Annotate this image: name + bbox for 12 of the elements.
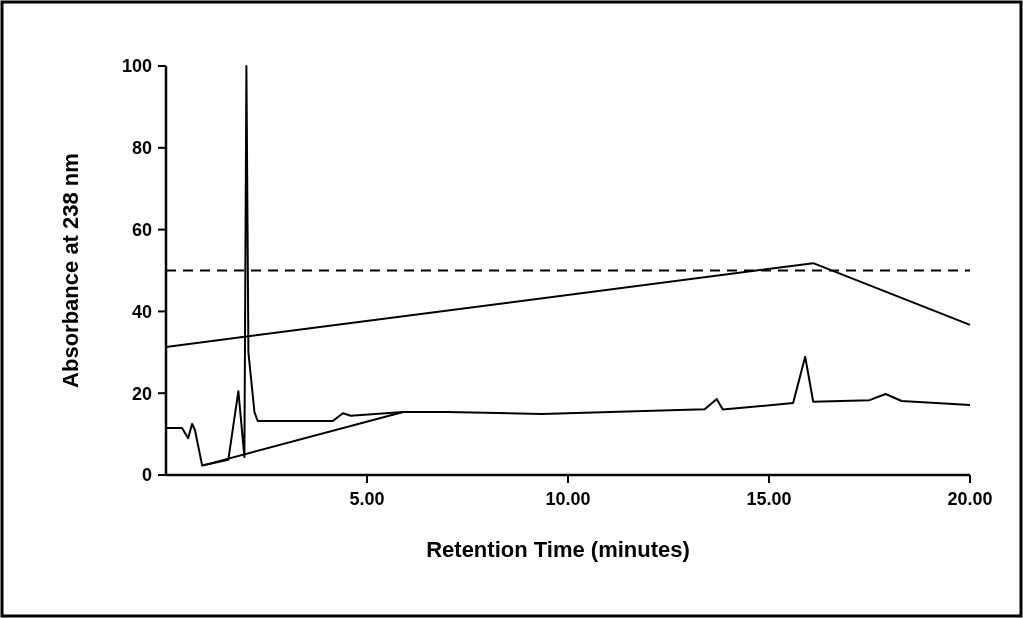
- x-tick-label: 15.00: [746, 489, 792, 509]
- y-tick-label: 40: [131, 301, 152, 322]
- y-axis-title: Absorbance at 238 nm: [58, 153, 83, 388]
- y-tick-label: 20: [131, 383, 152, 404]
- x-tick-label: 20.00: [947, 489, 993, 509]
- x-tick-label: 5.00: [349, 489, 385, 509]
- x-tick-label: 10.00: [545, 489, 591, 509]
- y-tick-label: 60: [131, 219, 152, 240]
- x-axis-title: Retention Time (minutes): [426, 537, 690, 562]
- y-tick-label: 0: [141, 465, 152, 486]
- y-tick-label: 100: [121, 56, 152, 77]
- y-tick-label: 80: [131, 138, 152, 159]
